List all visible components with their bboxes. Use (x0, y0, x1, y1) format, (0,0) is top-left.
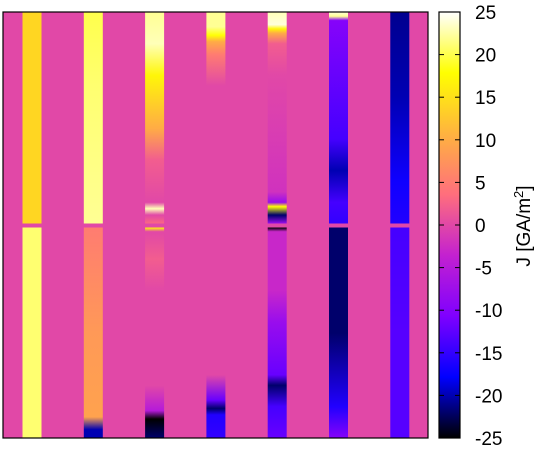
heatmap-column-bottom (22, 227, 42, 438)
heatmap-column (145, 12, 165, 438)
heatmap-column (83, 12, 103, 438)
plot-frame (2, 11, 429, 439)
colorbar-tick-label: 20 (475, 46, 496, 67)
colorbar-tick-label: 25 (475, 3, 496, 24)
heatmap-column (267, 12, 287, 438)
heatmap-column (390, 12, 410, 438)
colorbar-tick-label: -15 (475, 344, 502, 365)
colorbar-tick-label: -25 (475, 429, 502, 449)
colorbar-tick-label: -5 (475, 259, 492, 280)
heatmap-column-bottom (390, 227, 410, 438)
heatmap-column (22, 12, 42, 438)
colorbar-tick-label: -10 (475, 301, 502, 322)
heatmap-column-top (267, 12, 287, 224)
heatmap-column (329, 12, 348, 438)
colorbar-tick-label: 10 (475, 131, 496, 152)
heatmap-column-bottom (83, 227, 103, 438)
colorbar-tick-label: 5 (475, 173, 486, 194)
heatmap-column-bottom (267, 227, 287, 438)
colorbar-label-superscript: 2 (511, 191, 526, 198)
colorbar-tick-label: -20 (475, 386, 502, 407)
colorbar-tick-label: 15 (475, 88, 496, 109)
heatmap-column-top (83, 12, 103, 224)
heatmap-column-bottom (206, 227, 226, 438)
colorbar-tick-label: 0 (475, 216, 486, 237)
heatmap-column-bottom (329, 227, 348, 438)
colorbar: 25 20 15 10 5 0 -5 -10 -15 -20 -25 (438, 3, 502, 449)
colorbar-label: J [GA/m2] (511, 185, 536, 266)
heatmap-column-top (22, 12, 42, 224)
heatmap-column-top (145, 12, 165, 224)
heatmap-column-top (329, 12, 348, 224)
heatmap-column (206, 12, 226, 438)
plot-area (2, 11, 429, 439)
heatmap-column-bottom (145, 227, 165, 438)
heatmap-column-top (206, 12, 226, 224)
heatmap-column-top (390, 12, 410, 224)
colorbar-label-main: J [GA/m (514, 198, 535, 267)
colorbar-label-suffix: ] (514, 185, 535, 190)
